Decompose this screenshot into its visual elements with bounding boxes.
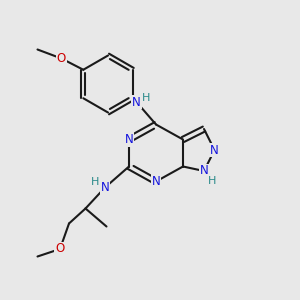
Text: N: N xyxy=(132,95,141,109)
Text: O: O xyxy=(56,242,64,256)
Text: N: N xyxy=(210,143,219,157)
Text: N: N xyxy=(152,175,160,188)
Text: N: N xyxy=(124,133,134,146)
Text: H: H xyxy=(91,177,100,187)
Text: N: N xyxy=(100,181,109,194)
Text: N: N xyxy=(200,164,208,178)
Text: O: O xyxy=(57,52,66,65)
Text: H: H xyxy=(142,93,150,103)
Text: H: H xyxy=(208,176,217,186)
